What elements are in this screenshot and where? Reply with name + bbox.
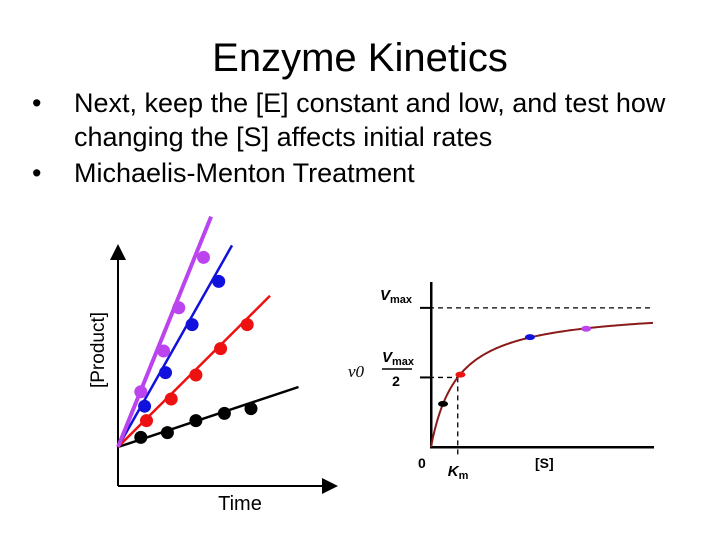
bullet-marker: •: [32, 158, 42, 188]
data-point: [140, 414, 153, 428]
y-axis: [430, 282, 433, 448]
data-point: [212, 274, 226, 288]
bullet-marker: •: [32, 88, 42, 118]
data-point: [157, 344, 171, 358]
fit-line: [116, 215, 213, 448]
bullet-text: Next, keep the [E] constant and low, and…: [74, 88, 666, 152]
data-point: [172, 301, 186, 315]
bullet-list: • Next, keep the [E] constant and low, a…: [30, 86, 710, 192]
rate-point: [524, 334, 535, 341]
y-axis-label: v0: [348, 362, 365, 381]
data-point: [214, 342, 228, 356]
data-point: [159, 366, 172, 380]
x-axis: [430, 446, 654, 449]
y-axis-label: [Product]: [88, 312, 109, 388]
rate-point: [455, 371, 466, 378]
data-point: [217, 406, 231, 420]
data-point: [189, 368, 203, 382]
vmax-tick-label: Vmax: [380, 287, 413, 306]
data-point: [160, 426, 174, 440]
km-tick-label: Km: [448, 463, 469, 482]
michaelis-menten-chart: Vmax Vmax 2 v0 0 Km [S]: [348, 282, 654, 482]
michaelis-menten-curve: [430, 321, 654, 448]
bullet-item: • Next, keep the [E] constant and low, a…: [30, 86, 710, 154]
data-point: [134, 385, 148, 399]
svg-text:Vmax: Vmax: [382, 349, 415, 368]
data-point: [134, 430, 148, 444]
data-points: [134, 250, 258, 444]
x-axis-label: [S]: [535, 455, 554, 471]
data-point: [138, 399, 152, 413]
slide-title: Enzyme Kinetics: [212, 36, 508, 80]
data-point: [197, 250, 210, 264]
data-point: [189, 414, 203, 428]
guide-lines: [420, 306, 654, 455]
fit-line: [117, 385, 299, 449]
data-point: [164, 392, 178, 406]
rate-points: [438, 325, 592, 407]
data-point: [244, 402, 258, 416]
half-vmax-tick-label: Vmax 2: [382, 349, 415, 389]
rate-point: [581, 325, 592, 332]
data-point: [185, 318, 199, 332]
bullet-text: Michaelis-Menton Treatment: [74, 158, 415, 188]
svg-text:2: 2: [392, 373, 400, 389]
product-vs-time-chart: Time [Product]: [88, 215, 338, 515]
rate-point: [438, 400, 449, 407]
x-origin-label: 0: [418, 455, 426, 471]
data-point: [240, 318, 254, 332]
bullet-item: • Michaelis-Menton Treatment: [30, 156, 710, 190]
x-axis-label: Time: [218, 493, 262, 515]
